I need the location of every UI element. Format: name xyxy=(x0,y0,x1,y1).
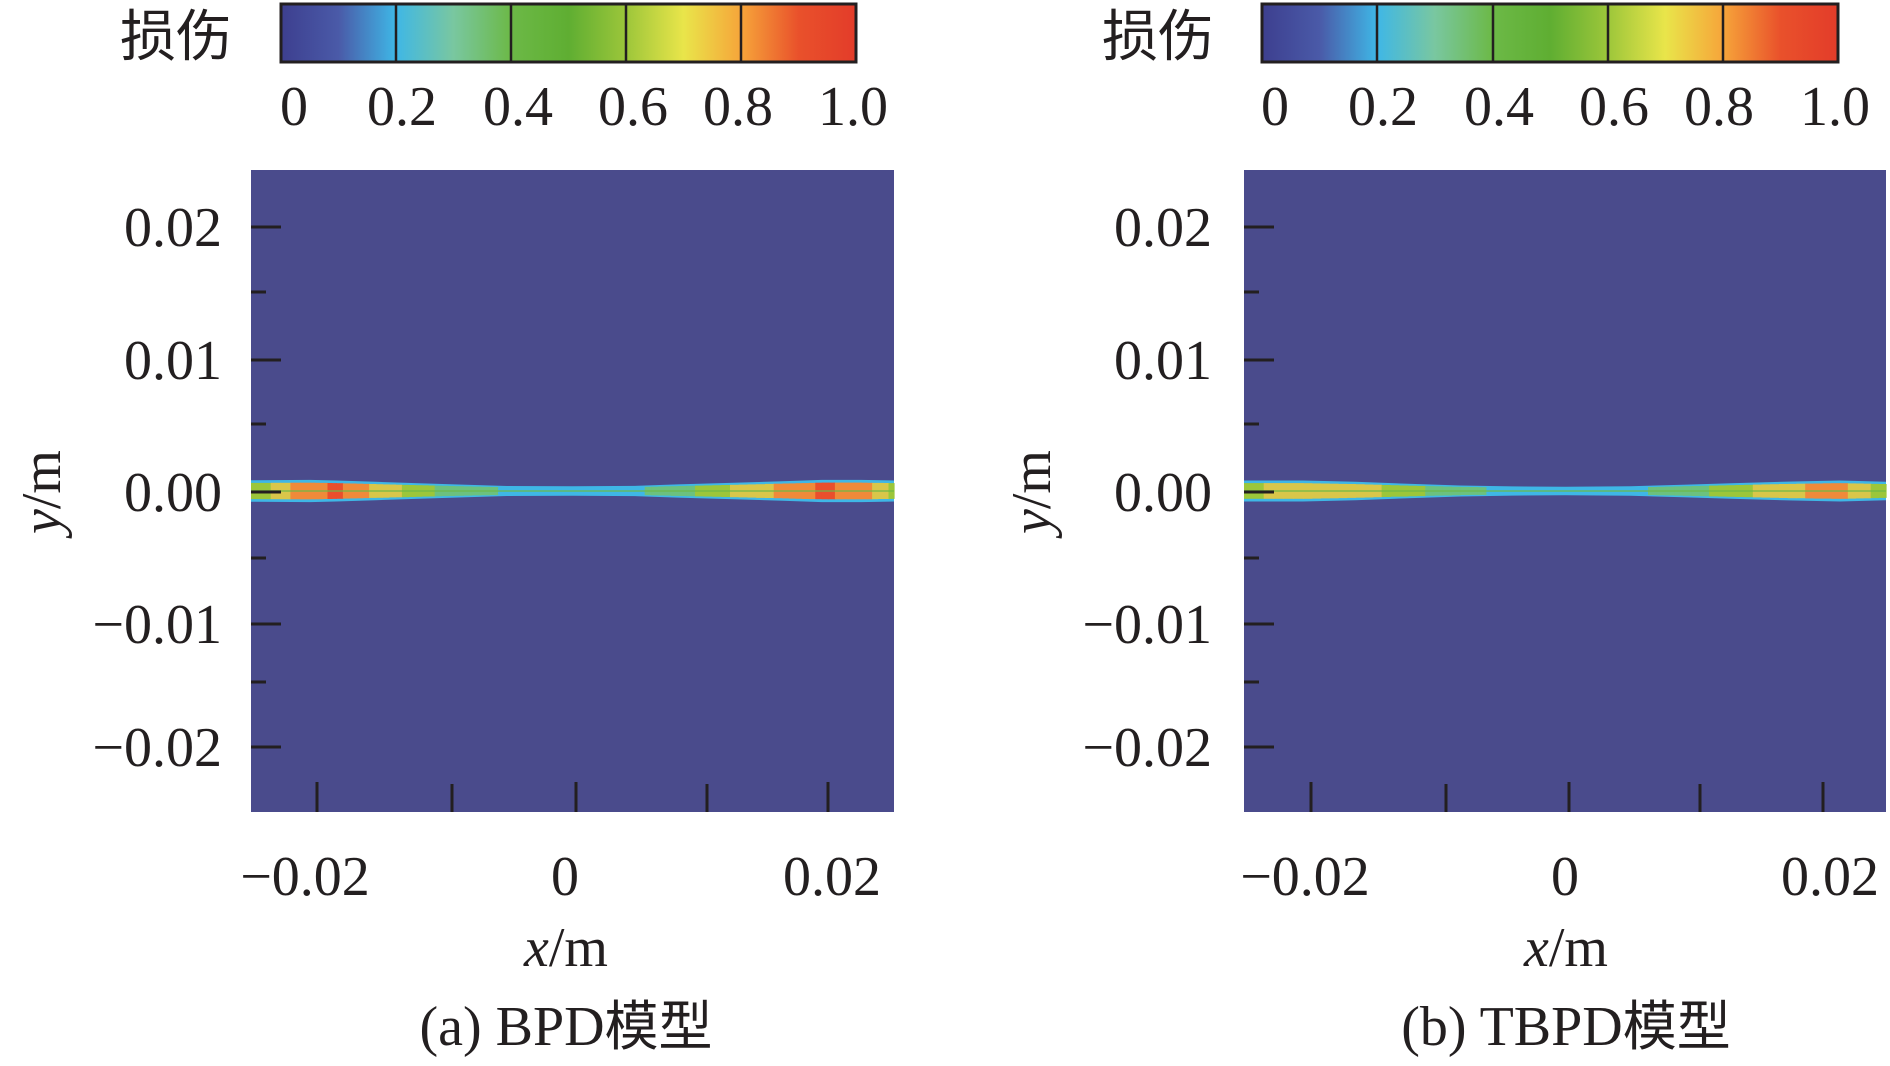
caption-suffix: 模型 xyxy=(1623,995,1731,1058)
y-axis-label: y/m xyxy=(11,450,73,539)
x-axis-unit: /m xyxy=(549,917,608,979)
colorbar-tick-label: 0.4 xyxy=(1464,76,1534,138)
y-tick-label: 0.02 xyxy=(124,197,222,259)
y-tick-label: 0.00 xyxy=(124,462,222,524)
colorbar-gradient xyxy=(1260,2,1840,64)
colorbar-tick-label: 1.0 xyxy=(1800,76,1870,138)
caption-prefix: (a) xyxy=(419,996,495,1058)
x-axis-label: x/m xyxy=(1523,917,1608,979)
colorbar-a: 损伤 0 0.2 0.4 0.6 0.8 1.0 xyxy=(120,2,888,138)
y-axis-label: y/m xyxy=(1001,450,1063,539)
colorbar-tick-label: 0.4 xyxy=(483,76,553,138)
panel-a: 损伤 0 0.2 0.4 0.6 0.8 1.0 0.0 xyxy=(11,2,895,1058)
y-axis-var: y xyxy=(1001,509,1063,539)
y-axis-unit: /m xyxy=(1001,450,1063,509)
x-axis: −0.02 0 0.02 x/m xyxy=(240,782,881,979)
colorbar-tick-label: 0.6 xyxy=(1579,76,1649,138)
y-tick-label: −0.02 xyxy=(92,717,222,779)
colorbar-tick-label: 0.8 xyxy=(1684,76,1754,138)
x-tick-label: −0.02 xyxy=(240,846,370,908)
panel-b: 损伤 0 0.2 0.4 0.6 0.8 1.0 0.02 0. xyxy=(1001,2,1887,1058)
y-axis-unit: /m xyxy=(11,450,73,509)
y-axis: 0.02 0.01 0.00 −0.01 −0.02 y/m xyxy=(11,197,281,779)
y-tick-label: −0.02 xyxy=(1082,717,1212,779)
caption-suffix: 模型 xyxy=(605,995,713,1058)
y-tick-label: −0.01 xyxy=(1082,594,1212,656)
y-tick-label: 0.01 xyxy=(124,330,222,392)
x-tick-label: 0 xyxy=(551,846,579,908)
x-axis: −0.02 0 0.02 x/m xyxy=(1240,782,1879,979)
x-axis-label: x/m xyxy=(523,917,608,979)
colorbar-gradient xyxy=(279,2,858,64)
x-axis-var: x xyxy=(523,917,549,979)
y-tick-label: 0.02 xyxy=(1114,197,1212,259)
panel-caption: (a) BPD模型 xyxy=(419,995,712,1058)
x-tick-label: −0.02 xyxy=(1240,846,1370,908)
panel-caption: (b) TBPD模型 xyxy=(1401,995,1730,1058)
caption-prefix: (b) xyxy=(1401,996,1479,1058)
colorbar-tick-label: 0.2 xyxy=(1348,76,1418,138)
colorbar-label: 损伤 xyxy=(1102,7,1214,69)
y-tick-label: 0.01 xyxy=(1114,330,1212,392)
y-tick-label: 0.00 xyxy=(1114,462,1212,524)
colorbar-tick-label: 0.8 xyxy=(703,76,773,138)
colorbar-tick-label: 0.2 xyxy=(367,76,437,138)
colorbar-label: 损伤 xyxy=(120,7,232,69)
caption-model: TBPD xyxy=(1480,996,1623,1058)
crack-band xyxy=(251,479,895,503)
x-axis-var: x xyxy=(1523,917,1549,979)
colorbar-tick-label: 0 xyxy=(1261,76,1289,138)
x-tick-label: 0 xyxy=(1551,846,1579,908)
x-axis-unit: /m xyxy=(1549,917,1608,979)
y-tick-label: −0.01 xyxy=(92,594,222,656)
y-axis-var: y xyxy=(11,509,73,539)
colorbar-tick-label: 0.6 xyxy=(598,76,668,138)
colorbar-tick-label: 1.0 xyxy=(818,76,888,138)
colorbar-b: 损伤 0 0.2 0.4 0.6 0.8 1.0 xyxy=(1102,2,1870,138)
x-tick-label: 0.02 xyxy=(783,846,881,908)
caption-model: BPD xyxy=(496,996,605,1058)
y-axis: 0.02 0.01 0.00 −0.01 −0.02 y/m xyxy=(1001,197,1274,779)
colorbar-tick-label: 0 xyxy=(280,76,308,138)
x-tick-label: 0.02 xyxy=(1781,846,1879,908)
crack-band xyxy=(1244,480,1887,502)
